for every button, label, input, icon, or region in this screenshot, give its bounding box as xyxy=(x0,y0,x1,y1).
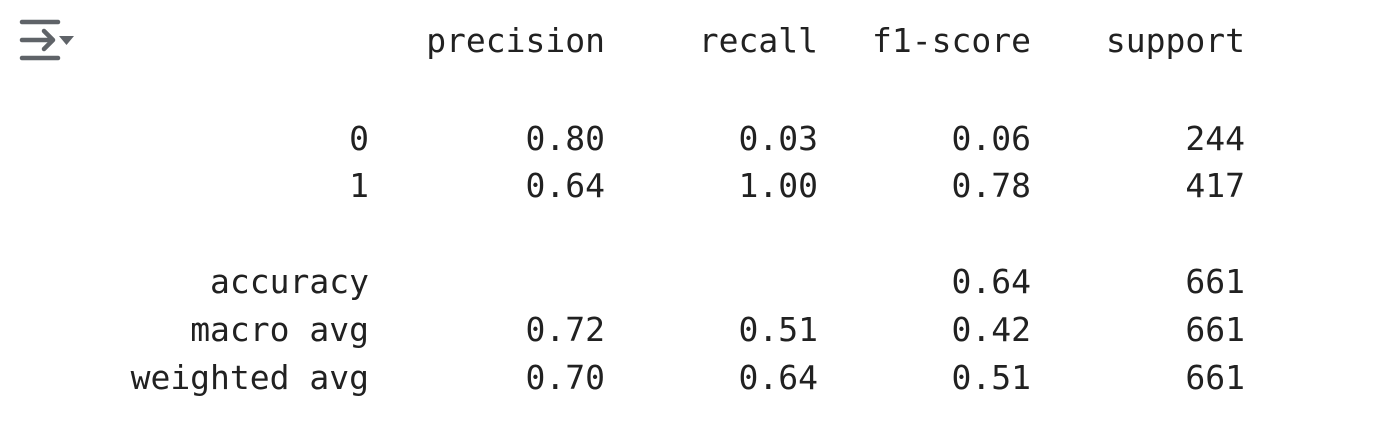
macro-avg-f1-score: 0.42 xyxy=(951,310,1031,349)
accuracy-support: 661 xyxy=(1185,262,1245,301)
row-recall: 0.03 xyxy=(738,119,818,158)
macro-avg-precision: 0.72 xyxy=(525,310,605,349)
row-support: 417 xyxy=(1185,166,1245,205)
row-label: 0 xyxy=(349,119,369,158)
weighted-avg-support: 661 xyxy=(1185,358,1245,397)
header-precision: precision xyxy=(426,21,605,60)
macro-avg-support: 661 xyxy=(1185,310,1245,349)
weighted-avg-precision: 0.70 xyxy=(525,358,605,397)
row-precision: 0.64 xyxy=(525,166,605,205)
row-support: 244 xyxy=(1185,119,1245,158)
header-recall: recall xyxy=(698,21,818,60)
output-collapse-icon[interactable] xyxy=(18,18,80,66)
row-label: 1 xyxy=(349,166,369,205)
macro-avg-recall: 0.51 xyxy=(738,310,818,349)
accuracy-value: 0.64 xyxy=(951,262,1031,301)
header-support: support xyxy=(1105,21,1245,60)
weighted-avg-label: weighted avg xyxy=(130,358,369,397)
macro-avg-label: macro avg xyxy=(190,310,369,349)
header-f1-score: f1-score xyxy=(872,21,1031,60)
row-precision: 0.80 xyxy=(525,119,605,158)
accuracy-label: accuracy xyxy=(210,262,369,301)
row-recall: 1.00 xyxy=(738,166,818,205)
row-f1-score: 0.06 xyxy=(951,119,1031,158)
weighted-avg-recall: 0.64 xyxy=(738,358,818,397)
row-f1-score: 0.78 xyxy=(951,166,1031,205)
weighted-avg-f1-score: 0.51 xyxy=(951,358,1031,397)
